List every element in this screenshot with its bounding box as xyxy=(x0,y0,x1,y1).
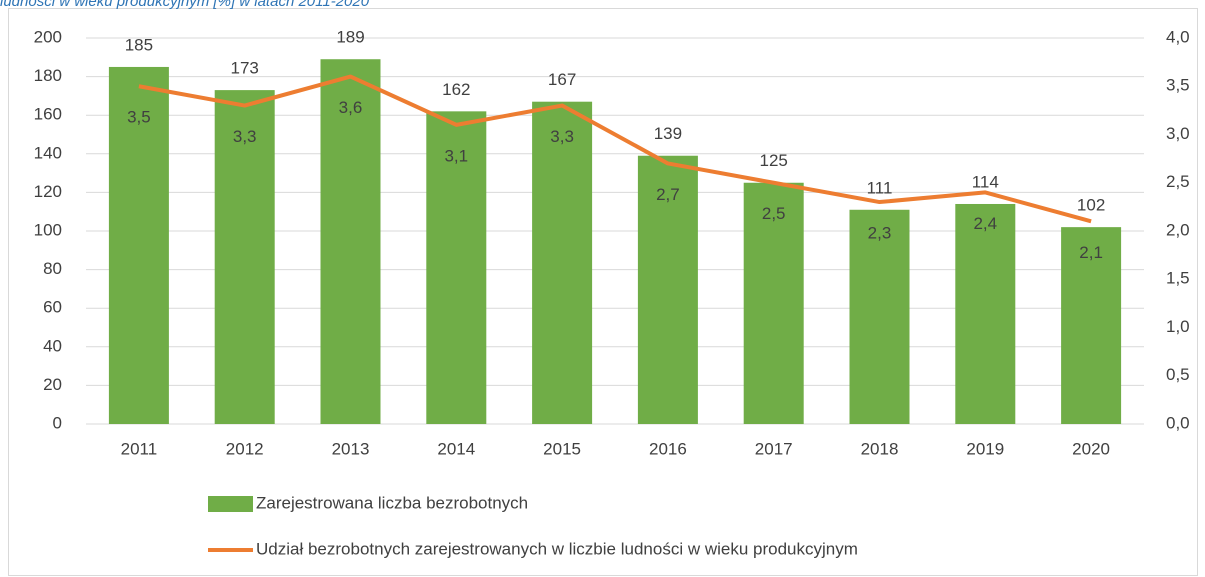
y-tick-label: 160 xyxy=(34,105,62,124)
y2-tick-label: 1,5 xyxy=(1166,269,1190,288)
x-tick-label: 2019 xyxy=(966,439,1004,458)
bar xyxy=(849,209,910,424)
line-value-label: 2,3 xyxy=(868,224,892,243)
x-tick-label: 2020 xyxy=(1072,439,1110,458)
line-series xyxy=(138,74,1092,224)
bar xyxy=(532,101,593,424)
bar-value-label: 114 xyxy=(972,172,999,191)
bar-value-label: 185 xyxy=(125,35,153,54)
bar-value-label: 139 xyxy=(654,124,682,143)
bar-value-label: 167 xyxy=(548,70,576,89)
y-tick-label: 0 xyxy=(53,413,62,432)
bar-value-label: 162 xyxy=(442,80,470,99)
line-value-label: 2,5 xyxy=(762,204,786,223)
line-value-label: 2,1 xyxy=(1079,243,1103,262)
line-value-label: 3,3 xyxy=(233,127,257,146)
y-tick-label: 40 xyxy=(43,336,62,355)
y2-tick-label: 0,0 xyxy=(1166,413,1190,432)
y-tick-label: 200 xyxy=(34,27,62,46)
bar xyxy=(108,66,169,424)
bar-value-label: 102 xyxy=(1077,196,1105,215)
legend-label: Zarejestrowana liczba bezrobotnych xyxy=(256,493,528,512)
y-tick-label: 180 xyxy=(34,66,62,85)
bar xyxy=(1061,227,1122,424)
x-tick-label: 2011 xyxy=(121,439,158,458)
y-tick-label: 80 xyxy=(43,259,62,278)
legend-label: Udział bezrobotnych zarejestrowanych w l… xyxy=(256,539,858,558)
x-tick-label: 2018 xyxy=(861,439,899,458)
x-tick-label: 2012 xyxy=(226,439,264,458)
y2-tick-label: 3,5 xyxy=(1166,76,1190,95)
x-tick-label: 2015 xyxy=(543,439,581,458)
y-tick-label: 120 xyxy=(34,182,62,201)
bar-value-label: 125 xyxy=(760,151,788,170)
y2-tick-label: 4,0 xyxy=(1166,27,1190,46)
y-tick-label: 140 xyxy=(34,143,62,162)
y2-tick-label: 2,0 xyxy=(1166,220,1190,239)
bar-value-label: 111 xyxy=(867,178,893,197)
y-tick-label: 100 xyxy=(34,220,62,239)
x-tick-label: 2013 xyxy=(332,439,370,458)
bar xyxy=(955,203,1016,424)
y2-tick-label: 3,0 xyxy=(1166,124,1190,143)
bar xyxy=(320,59,381,424)
chart-frame xyxy=(8,8,1198,576)
legend-swatch xyxy=(208,496,253,512)
line-value-label: 3,6 xyxy=(339,98,363,117)
y-tick-label: 60 xyxy=(43,298,62,317)
line-value-label: 3,3 xyxy=(550,127,574,146)
bar xyxy=(743,182,804,424)
line-value-label: 3,1 xyxy=(444,146,468,165)
y2-tick-label: 1,0 xyxy=(1166,317,1190,336)
x-tick-label: 2017 xyxy=(755,439,793,458)
bar-value-label: 189 xyxy=(336,28,364,47)
bar xyxy=(426,111,487,424)
x-tick-label: 2016 xyxy=(649,439,687,458)
y2-tick-label: 0,5 xyxy=(1166,365,1190,384)
bar-value-label: 173 xyxy=(231,59,259,78)
bar xyxy=(214,90,275,425)
line-value-label: 3,5 xyxy=(127,108,151,127)
line-value-label: 2,7 xyxy=(656,185,680,204)
bar xyxy=(637,155,698,425)
chart-title: ludności w wieku produkcyjnym [%] w lata… xyxy=(0,0,370,10)
x-tick-label: 2014 xyxy=(437,439,475,458)
y2-tick-label: 2,5 xyxy=(1166,172,1190,191)
y-tick-label: 20 xyxy=(43,375,62,394)
line-value-label: 2,4 xyxy=(973,214,997,233)
